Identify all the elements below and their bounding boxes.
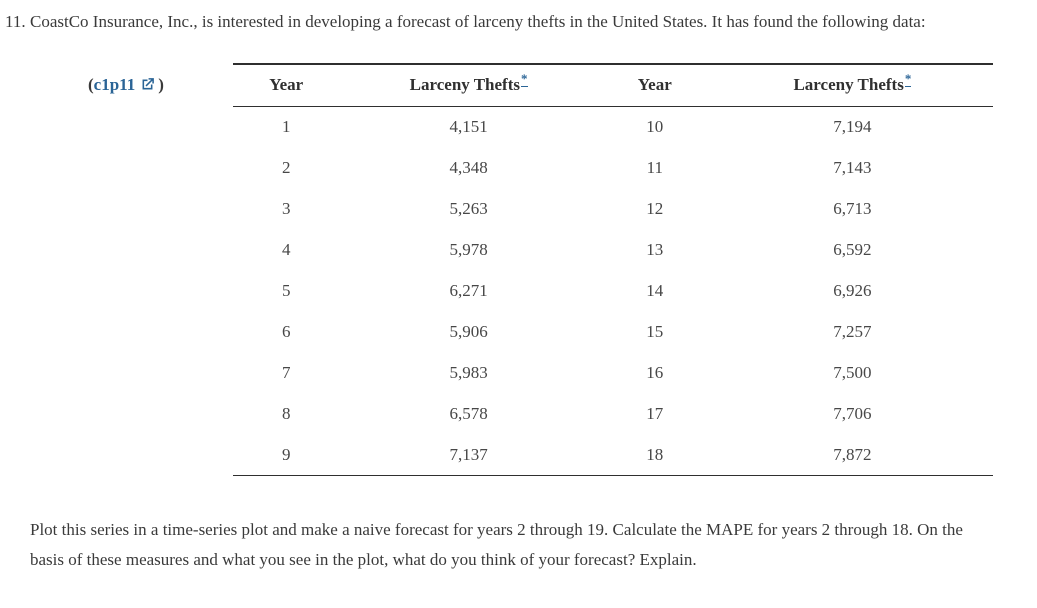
table-cell: 5,263 <box>449 199 488 218</box>
table-row: 8 6,578 17 7,706 <box>233 394 993 435</box>
table-row: 2 4,348 11 7,143 <box>233 148 993 189</box>
table-cell: 7,500 <box>833 363 872 382</box>
table-cell: 7,872 <box>833 444 872 464</box>
table-cell: 14 <box>646 281 664 300</box>
table-cell: 11 <box>646 158 663 177</box>
table-row: 5 6,271 14 6,926 <box>233 271 993 312</box>
column-header-label: Year <box>269 75 304 94</box>
table-figure: (c1p11) Year Larceny Thefts* Year Larceny T… <box>30 63 993 476</box>
link-close-paren: ) <box>158 75 164 94</box>
link-open-paren: ( <box>88 75 94 94</box>
resource-link-cell: (c1p11) <box>30 63 233 476</box>
footnote-asterisk-link[interactable]: * <box>904 71 912 88</box>
table-row: 7 5,983 16 7,500 <box>233 353 993 394</box>
footnote-asterisk-link[interactable]: * <box>521 71 528 88</box>
column-header-label: Year <box>637 75 672 94</box>
table-cell: 4 <box>281 240 291 259</box>
problem-body: CoastCo Insurance, Inc., is interested i… <box>30 7 993 575</box>
table-body: 1 4,151 10 7,194 2 4,348 11 7,143 3 5,263 12 6,713 4… <box>233 107 993 476</box>
table-cell: 16 <box>646 363 664 382</box>
column-header: Larceny Thefts* <box>711 64 993 107</box>
table-cell: 6 <box>281 322 291 341</box>
table-cell: 12 <box>646 199 664 218</box>
table-cell: 7,143 <box>833 158 872 177</box>
table-row: 3 5,263 12 6,713 <box>233 189 993 230</box>
larceny-thefts-table: Year Larceny Thefts* Year Larceny Thefts* 1… <box>233 63 993 476</box>
table-cell: 3 <box>281 199 291 218</box>
table-cell: 9 <box>281 444 291 464</box>
table-cell: 10 <box>646 117 664 137</box>
table-cell: 4,348 <box>449 158 488 177</box>
table-cell: 6,578 <box>449 404 488 423</box>
table-cell: 8 <box>281 404 291 423</box>
table-row: 9 7,137 18 7,872 <box>233 435 993 476</box>
table-cell: 7,706 <box>833 404 872 423</box>
table-row: 6 5,906 15 7,257 <box>233 312 993 353</box>
column-header-label: Larceny Thefts <box>793 75 904 94</box>
table-cell: 6,271 <box>449 281 488 300</box>
table-row: 1 4,151 10 7,194 <box>233 107 993 148</box>
table-cell: 13 <box>646 240 664 259</box>
header-row: Year Larceny Thefts* Year Larceny Thefts* <box>233 64 993 107</box>
table-cell: 6,926 <box>833 281 872 300</box>
table-cell: 17 <box>646 404 664 423</box>
column-header: Year <box>233 64 340 107</box>
page-root: 11. CoastCo Insurance, Inc., is interest… <box>5 7 993 575</box>
table-cell: 18 <box>646 444 664 464</box>
problem-item: 11. CoastCo Insurance, Inc., is interest… <box>5 7 993 575</box>
column-header: Larceny Thefts* <box>339 64 598 107</box>
table-cell: 7,194 <box>833 117 872 137</box>
table-row: 4 5,978 13 6,592 <box>233 230 993 271</box>
table-cell: 7,137 <box>449 444 488 464</box>
table-cell: 7,257 <box>833 322 872 341</box>
c1p11-resource-link[interactable]: c1p11 <box>93 75 136 94</box>
table-cell: 4,151 <box>449 117 488 137</box>
table-cell: 15 <box>646 322 664 341</box>
table-cell: 6,713 <box>833 199 872 218</box>
table-cell: 5 <box>281 281 291 300</box>
external-link-icon[interactable] <box>139 76 156 98</box>
table-cell: 6,592 <box>833 240 872 259</box>
table-cell: 2 <box>281 158 291 177</box>
problem-intro: CoastCo Insurance, Inc., is interested i… <box>30 12 926 31</box>
closing-instructions: Plot this series in a time-series plot a… <box>30 520 963 569</box>
table-cell: 1 <box>281 117 291 137</box>
table-cell: 5,906 <box>449 322 488 341</box>
table-cell: 5,983 <box>449 363 488 382</box>
column-header: Year <box>597 64 712 107</box>
problem-number: 11. <box>5 12 26 31</box>
table-cell: 7 <box>281 363 291 382</box>
table-cell: 5,978 <box>449 240 488 259</box>
column-header-label: Larceny Thefts <box>409 75 520 94</box>
